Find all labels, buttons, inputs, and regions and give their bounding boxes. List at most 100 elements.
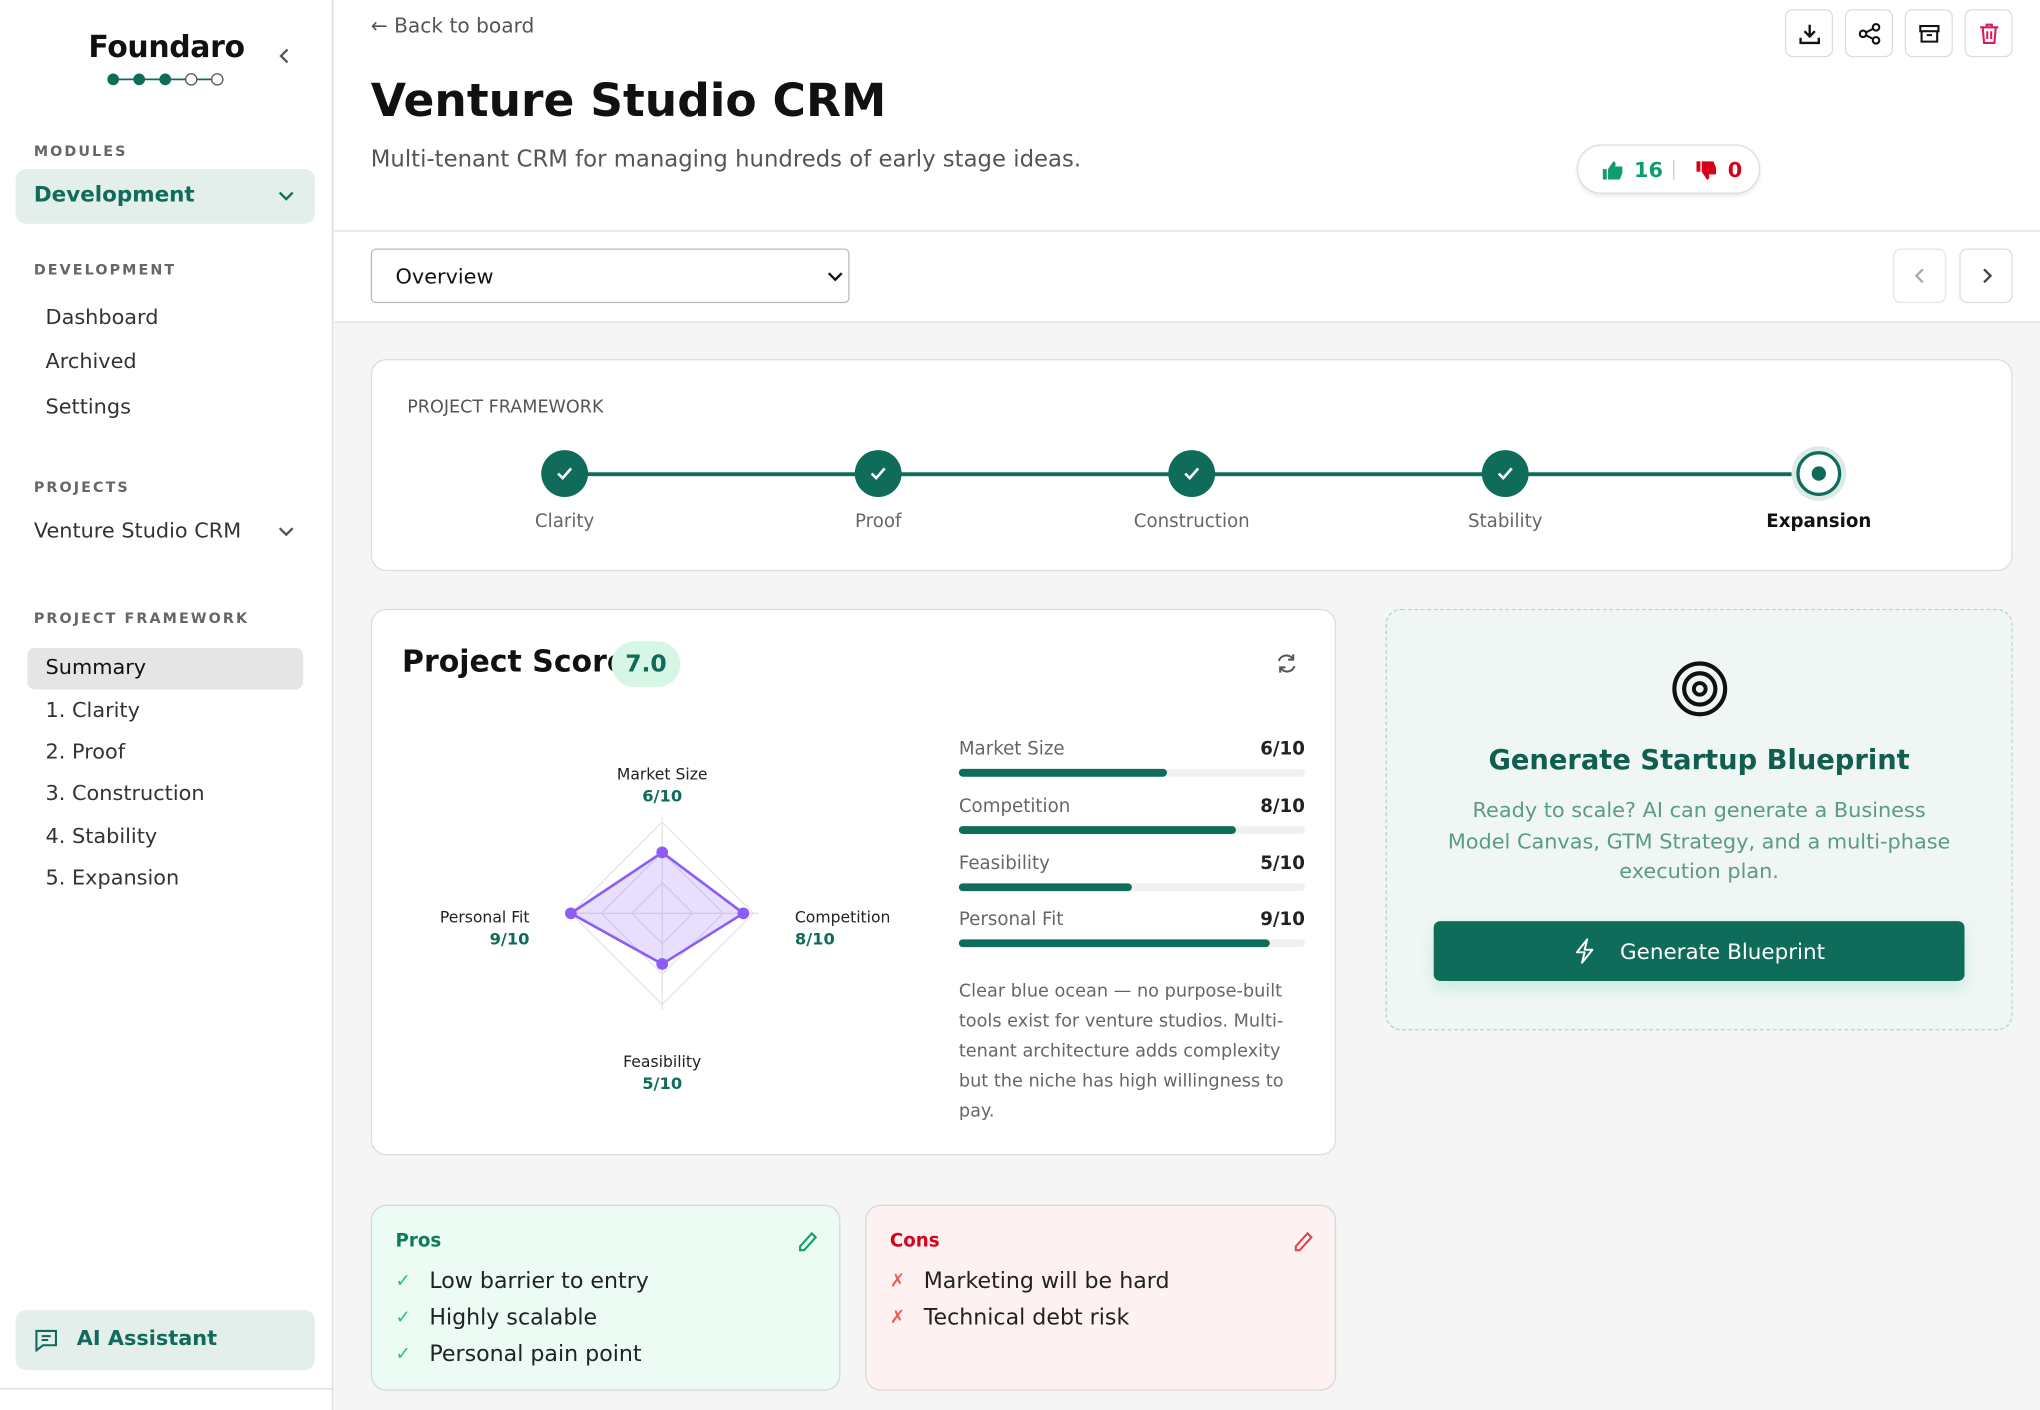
thumbs-up-icon (1602, 160, 1623, 179)
step-label: Construction (1133, 511, 1250, 533)
radar-point (737, 907, 750, 920)
sidebar-item-clarity[interactable]: 1. Clarity (45, 697, 140, 723)
downvote-button[interactable]: 0 (1695, 157, 1742, 182)
sidebar: Foundaro MODULES Development DEVELOPMENT… (0, 0, 334, 1410)
step-label: Stability (1467, 511, 1543, 533)
radar-label-feasibility: Feasibility (623, 1052, 702, 1071)
framework-card-title: PROJECT FRAMEWORK (407, 396, 604, 418)
upvote-button[interactable]: 16 (1602, 157, 1663, 182)
x-icon: ✗ (889, 1307, 906, 1329)
sidebar-item-proof[interactable]: 2. Proof (45, 738, 126, 764)
score-description: Clear blue ocean — no purpose-built tool… (958, 980, 1284, 1122)
score-bar-fill (958, 826, 1236, 834)
sidebar-item-construction[interactable]: 3. Construction (45, 780, 205, 806)
share-button[interactable] (1844, 9, 1893, 58)
thumbs-down-icon (1696, 160, 1717, 179)
framework-heading: PROJECT FRAMEWORK (33, 610, 250, 628)
score-bar-value: 5/10 (1260, 853, 1305, 875)
ai-assistant-button[interactable]: AI Assistant (15, 1310, 315, 1370)
radar-value-feasibility: 5/10 (642, 1073, 683, 1093)
development-heading: DEVELOPMENT (33, 261, 177, 279)
download-button[interactable] (1784, 9, 1834, 58)
refresh-icon[interactable] (1275, 652, 1298, 675)
score-bar-value: 9/10 (1260, 909, 1305, 931)
pros-item-text: Low barrier to entry (429, 1268, 649, 1295)
sidebar-item-stability[interactable]: 4. Stability (45, 823, 158, 849)
download-icon (1798, 24, 1820, 44)
pros-title: Pros (395, 1230, 442, 1252)
pros-item: ✓ Personal pain point (396, 1336, 649, 1372)
score-title: Project Score (402, 645, 628, 680)
module-select-value: Development (33, 182, 195, 207)
generate-blueprint-button[interactable]: Generate Blueprint (1433, 921, 1965, 981)
score-bar-label: Market Size (958, 738, 1065, 760)
trash-icon (1979, 23, 1998, 44)
step-label: Clarity (534, 511, 595, 533)
step-complete[interactable] (541, 450, 589, 497)
project-select-value: Venture Studio CRM (33, 517, 242, 543)
cons-title: Cons (889, 1230, 940, 1252)
view-select[interactable]: Overview (370, 248, 850, 304)
score-bar-fill (958, 883, 1132, 892)
step-label: Proof (854, 511, 902, 533)
check-circle-icon (1168, 450, 1216, 497)
lightning-icon (1576, 938, 1594, 964)
score-bar-track (958, 826, 1305, 834)
pros-item: ✓ Low barrier to entry (396, 1263, 649, 1299)
step-label: Expansion (1766, 511, 1872, 533)
score-bar-label: Feasibility (958, 853, 1050, 875)
delete-button[interactable] (1964, 9, 2013, 58)
project-select[interactable]: Venture Studio CRM (34, 518, 307, 549)
score-bar-label: Personal Fit (958, 909, 1064, 931)
module-select[interactable]: Development (15, 169, 315, 224)
cons-card: Cons ✗ Marketing will be hard ✗ Technical d… (865, 1204, 1337, 1391)
edit-pencil-icon[interactable] (796, 1231, 818, 1253)
pros-card: Pros ✓ Low barrier to entry ✓ Highly scalab… (370, 1204, 841, 1391)
step-complete[interactable] (854, 450, 902, 497)
collapse-sidebar-icon[interactable] (276, 47, 294, 65)
view-select-value: Overview (395, 264, 494, 289)
sidebar-item-summary-active[interactable] (27, 647, 304, 690)
radar-value-competition: 8/10 (794, 928, 835, 949)
cons-item-text: Technical debt risk (923, 1304, 1130, 1331)
sidebar-item-expansion[interactable]: 5. Expansion (45, 865, 180, 890)
page-subtitle: Multi-tenant CRM for managing hundreds o… (370, 147, 1082, 174)
next-button[interactable] (1959, 248, 2013, 304)
blueprint-title: Generate Startup Blueprint (1488, 744, 1910, 776)
score-bar-track (958, 883, 1305, 892)
check-icon: ✓ (395, 1271, 411, 1292)
step-current-icon (1791, 446, 1847, 501)
radar-series-area (568, 850, 746, 966)
generate-blueprint-label: Generate Blueprint (1620, 938, 1826, 964)
share-icon (1858, 22, 1880, 44)
upvote-count: 16 (1634, 157, 1664, 183)
sidebar-item-summary[interactable]: Summary (45, 654, 147, 680)
step-complete[interactable] (1481, 450, 1529, 497)
edit-pencil-icon[interactable] (1292, 1231, 1313, 1253)
back-to-board-link[interactable]: ← Back to board (370, 14, 535, 38)
radar-point (565, 907, 577, 920)
logo: Foundaro (88, 31, 245, 66)
cons-list: ✗ Marketing will be hard ✗ Technical debt r… (890, 1263, 1170, 1336)
chevron-left-icon (1914, 268, 1924, 284)
previous-button[interactable] (1892, 248, 1947, 304)
radar-value-market-size: 6/10 (642, 785, 683, 806)
step-complete[interactable] (1168, 450, 1216, 497)
cons-item-text: Marketing will be hard (923, 1268, 1170, 1295)
chat-icon (35, 1329, 57, 1352)
project-score-card: Project Score 7.0 (370, 608, 1337, 1156)
chevron-right-icon (1982, 268, 1992, 284)
step-current[interactable] (1791, 446, 1847, 501)
score-bar-track (958, 939, 1305, 948)
vote-pill: 16 0 (1576, 144, 1761, 194)
archive-button[interactable] (1904, 9, 1953, 58)
sidebar-item-settings[interactable]: Settings (45, 394, 131, 419)
sidebar-item-archived[interactable]: Archived (45, 348, 137, 374)
sidebar-item-dashboard[interactable]: Dashboard (45, 304, 159, 330)
score-badge: 7.0 (611, 641, 681, 687)
blueprint-text: Ready to scale? AI can generate a Busine… (1447, 797, 1951, 884)
score-bar-track (958, 768, 1305, 777)
downvote-count: 0 (1727, 157, 1743, 183)
modules-heading: MODULES (33, 143, 128, 161)
radar-point (656, 846, 669, 859)
